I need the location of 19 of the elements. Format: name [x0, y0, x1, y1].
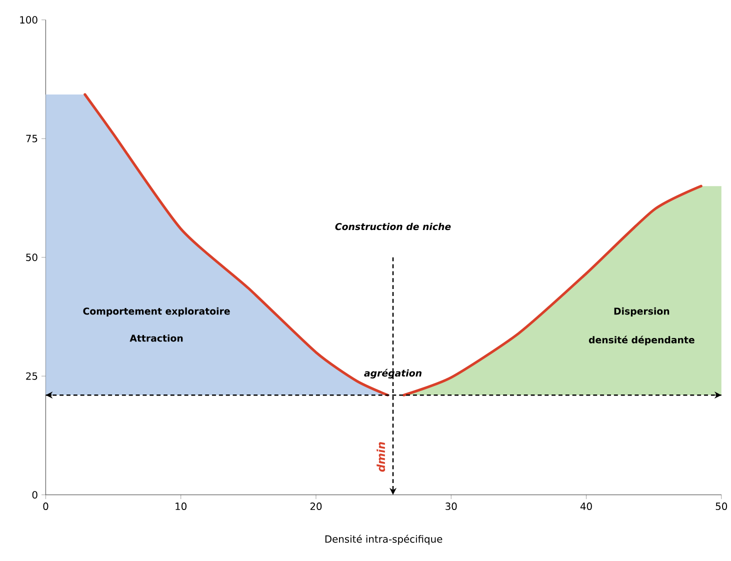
annotation: Comportement exploratoire [83, 307, 230, 316]
x-tick-label: 20 [310, 502, 322, 510]
x-axis-title: Densité intra-spécifique [325, 534, 442, 545]
y-tick-label: 0 [32, 490, 38, 498]
x-tick-label: 10 [176, 502, 187, 510]
x-tick-label: 50 [716, 502, 728, 510]
annotation: dmin [376, 442, 386, 472]
annotation: agrégation [364, 368, 422, 378]
x-tick-label: 0 [43, 502, 48, 510]
x-tick-label: 40 [580, 502, 592, 510]
x-tick-label: 30 [446, 502, 457, 510]
y-tick-label: 50 [26, 253, 38, 261]
y-tick-label: 25 [26, 372, 38, 380]
y-tick-label: 75 [26, 134, 38, 142]
y-tick-label: 100 [20, 16, 38, 24]
annotation: Attraction [130, 334, 183, 342]
annotation: Construction de niche [335, 222, 451, 230]
annotation: densité dépendante [588, 336, 694, 346]
annotation: Dispersion [614, 307, 670, 316]
